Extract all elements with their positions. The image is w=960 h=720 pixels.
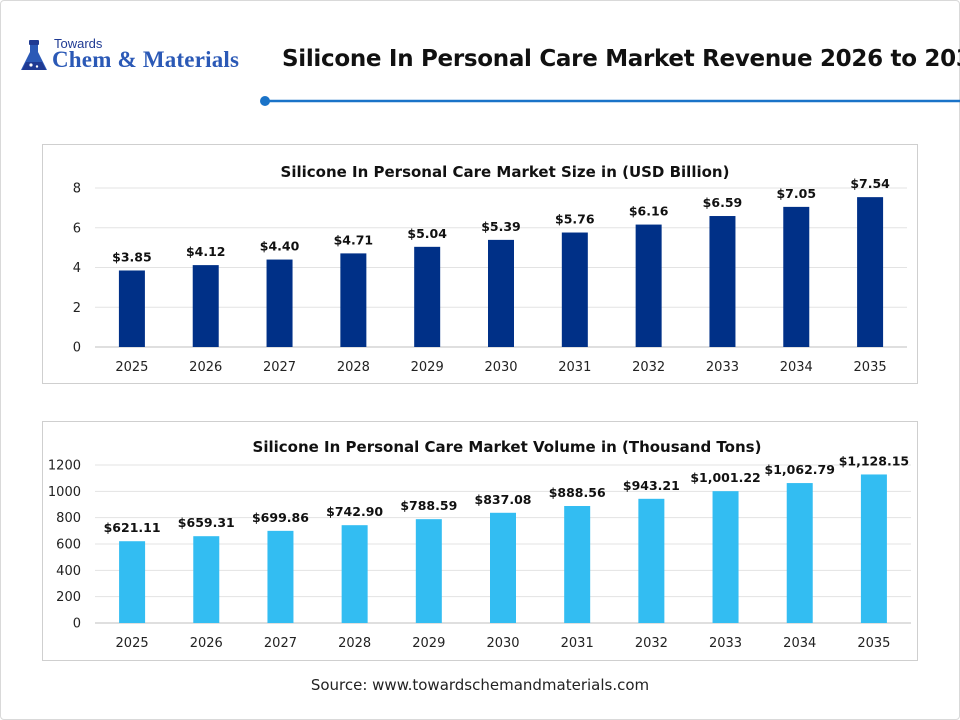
data-label: $7.54 [850, 176, 890, 191]
x-tick-label: 2028 [338, 636, 371, 651]
x-tick-label: 2029 [412, 636, 445, 651]
data-label: $6.59 [703, 195, 743, 210]
data-label: $699.86 [252, 510, 309, 525]
volume-chart-svg: Silicone In Personal Care Market Volume … [48, 438, 911, 651]
data-label: $4.40 [260, 239, 300, 254]
bar [340, 253, 367, 347]
x-tick-label: 2030 [484, 360, 517, 375]
x-tick-label: 2029 [411, 360, 444, 375]
x-tick-label: 2032 [635, 636, 668, 651]
data-label: $5.04 [407, 226, 447, 241]
x-tick-label: 2027 [264, 636, 297, 651]
bar [193, 536, 220, 623]
logo-main-text: Chem & Materials [52, 47, 240, 72]
bar [712, 491, 739, 623]
page-title: Silicone In Personal Care Market Revenue… [282, 46, 960, 72]
data-label: $5.76 [555, 212, 595, 227]
x-tick-label: 2025 [115, 360, 148, 375]
data-label: $3.85 [112, 249, 152, 264]
x-tick-label: 2031 [558, 360, 591, 375]
bar [857, 197, 884, 347]
y-tick-label: 6 [73, 221, 81, 236]
data-label: $837.08 [475, 492, 532, 507]
x-tick-label: 2034 [780, 360, 813, 375]
data-label: $788.59 [400, 498, 457, 513]
x-tick-label: 2033 [709, 636, 742, 651]
y-tick-label: 200 [56, 590, 81, 605]
x-tick-label: 2026 [190, 636, 223, 651]
bar [490, 512, 516, 623]
data-label: $1,128.15 [839, 453, 909, 468]
bar [564, 506, 591, 623]
bar [709, 216, 736, 347]
y-tick-label: 1200 [48, 459, 81, 474]
bar [638, 498, 665, 623]
bar [415, 519, 442, 623]
data-label: $4.71 [334, 232, 374, 247]
x-tick-label: 2034 [783, 636, 816, 651]
y-tick-label: 0 [73, 341, 81, 356]
x-tick-label: 2025 [116, 636, 149, 651]
y-tick-label: 2 [73, 301, 81, 316]
y-tick-label: 4 [73, 261, 81, 276]
chart-title: Silicone In Personal Care Market Volume … [253, 438, 762, 456]
data-label: $659.31 [178, 515, 235, 530]
bar [860, 474, 887, 623]
x-tick-label: 2026 [189, 360, 222, 375]
x-tick-label: 2031 [561, 636, 594, 651]
bar [786, 483, 813, 623]
data-label: $621.11 [104, 520, 161, 535]
data-label: $7.05 [776, 186, 816, 201]
chart-title: Silicone In Personal Care Market Size in… [281, 163, 730, 181]
x-tick-label: 2032 [632, 360, 665, 375]
x-tick-label: 2030 [486, 636, 519, 651]
bar [118, 270, 145, 347]
x-tick-label: 2027 [263, 360, 296, 375]
revenue-chart: Silicone In Personal Care Market Size in… [42, 144, 918, 384]
bar [783, 206, 810, 347]
bar [192, 265, 219, 347]
data-label: $1,001.22 [690, 470, 760, 485]
data-label: $5.39 [481, 219, 521, 234]
x-tick-label: 2028 [337, 360, 370, 375]
bar [635, 224, 662, 347]
data-label: $6.16 [629, 204, 669, 219]
y-tick-label: 800 [56, 511, 81, 526]
brand-logo: Towards Chem & Materials [16, 36, 266, 80]
source-text: Source: www.towardschemandmaterials.com [310, 676, 650, 694]
y-tick-label: 1000 [48, 485, 81, 500]
x-tick-label: 2035 [857, 636, 890, 651]
x-tick-label: 2035 [854, 360, 887, 375]
bar [488, 239, 514, 347]
bar [119, 541, 146, 623]
title-underline [260, 96, 960, 106]
bar [267, 530, 294, 623]
data-label: $1,062.79 [765, 462, 835, 477]
logo-top-text: Towards [54, 36, 103, 51]
revenue-chart-svg: Silicone In Personal Care Market Size in… [73, 163, 907, 375]
data-label: $4.12 [186, 244, 226, 259]
y-tick-label: 8 [73, 182, 81, 197]
data-label: $943.21 [623, 478, 680, 493]
data-label: $742.90 [326, 504, 383, 519]
bar [266, 259, 293, 347]
bar [341, 525, 368, 623]
y-tick-label: 600 [56, 538, 81, 553]
bar [414, 246, 441, 347]
bar [561, 232, 588, 347]
flask-icon [21, 40, 47, 70]
data-label: $888.56 [549, 485, 606, 500]
volume-chart: Silicone In Personal Care Market Volume … [42, 421, 918, 661]
y-tick-label: 0 [73, 617, 81, 632]
y-tick-label: 400 [56, 564, 81, 579]
x-tick-label: 2033 [706, 360, 739, 375]
